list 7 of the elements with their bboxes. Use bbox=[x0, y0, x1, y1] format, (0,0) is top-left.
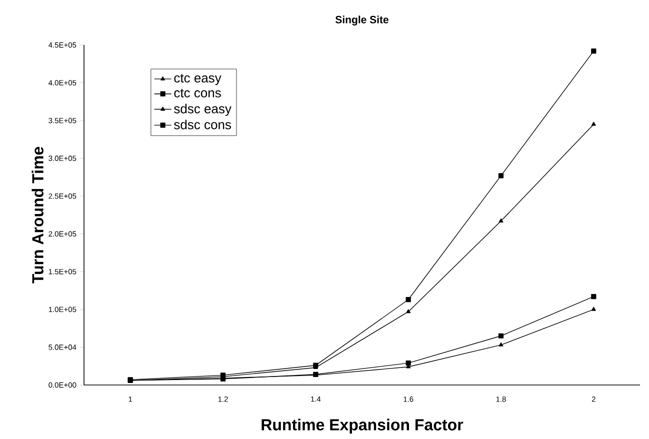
chart-title: Single Site bbox=[335, 16, 388, 26]
legend-label: ctc easy bbox=[174, 74, 222, 86]
legend-label: sdsc easy bbox=[174, 104, 232, 116]
legend-label: sdsc cons bbox=[174, 120, 232, 130]
legend-label: ctc cons bbox=[174, 88, 221, 98]
x-axis-title: Runtime Expansion Factor bbox=[262, 418, 464, 434]
y-axis-title: Turn Around Time bbox=[32, 146, 44, 284]
